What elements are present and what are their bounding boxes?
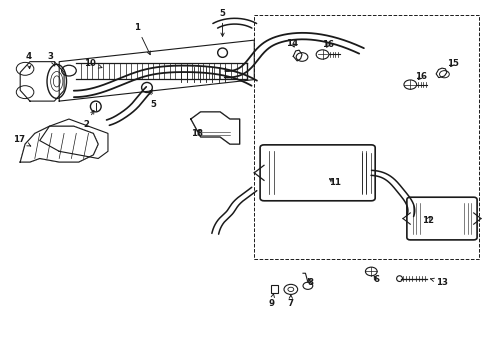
Polygon shape xyxy=(190,112,239,144)
Text: 7: 7 xyxy=(287,295,293,308)
Text: 4: 4 xyxy=(25,52,32,69)
Text: 11: 11 xyxy=(328,178,341,187)
Text: 5: 5 xyxy=(219,9,225,36)
Text: 2: 2 xyxy=(83,111,94,129)
Text: 17: 17 xyxy=(13,135,31,146)
Text: 16: 16 xyxy=(322,40,334,49)
Text: 14: 14 xyxy=(285,39,298,48)
Text: 3: 3 xyxy=(48,52,55,66)
Text: 13: 13 xyxy=(429,278,447,287)
Text: 10: 10 xyxy=(84,59,102,68)
Text: 16: 16 xyxy=(414,72,426,81)
Polygon shape xyxy=(20,126,98,162)
Text: 15: 15 xyxy=(447,59,458,68)
Text: 12: 12 xyxy=(421,216,433,225)
Text: 6: 6 xyxy=(372,275,378,284)
Text: 1: 1 xyxy=(134,23,150,55)
Text: 8: 8 xyxy=(306,278,313,287)
Text: 9: 9 xyxy=(268,294,274,308)
Text: 18: 18 xyxy=(190,129,203,138)
Text: 5: 5 xyxy=(149,90,156,109)
Bar xyxy=(271,285,278,293)
